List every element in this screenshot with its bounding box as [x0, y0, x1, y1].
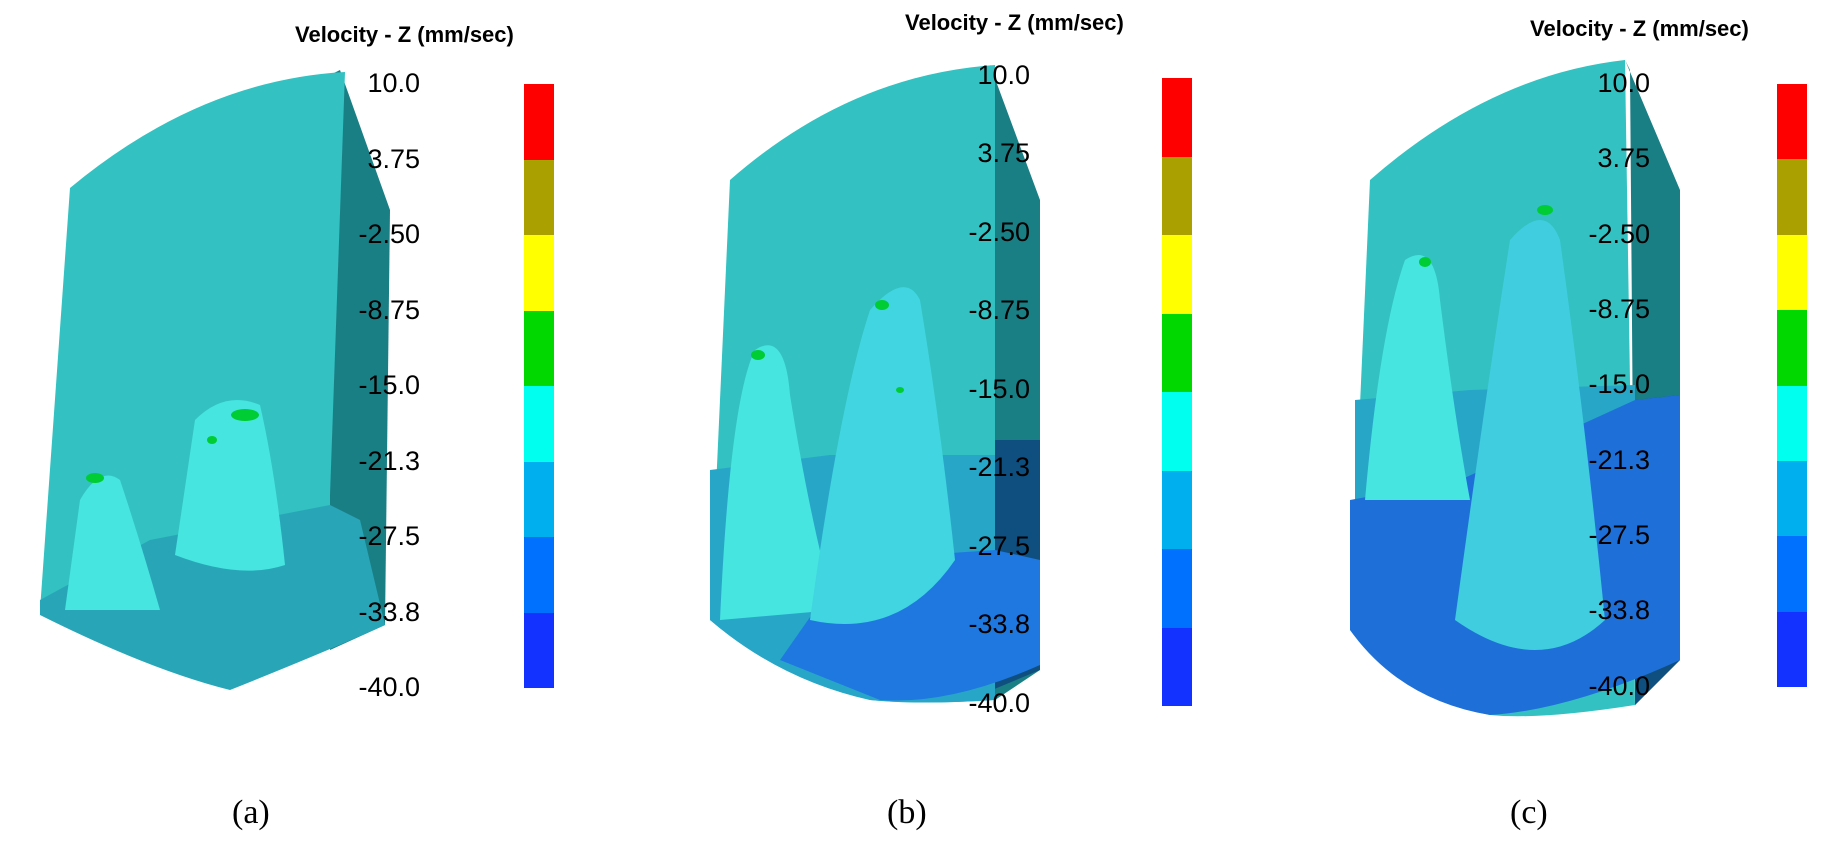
- colorbar-segment: [1777, 234, 1807, 311]
- simulation-render-b: [710, 65, 1040, 703]
- scale-label: -40.0: [358, 672, 420, 702]
- colorbar-segment: [524, 235, 554, 311]
- colorbar-segment: [524, 386, 554, 462]
- colorbar-segment: [1162, 470, 1192, 549]
- scale-label: -40.0: [1588, 671, 1650, 701]
- panel-c: Velocity - Z (mm/sec) 10.0 3.75 -2.50 -8…: [1240, 0, 1827, 844]
- colorbar-c: [1777, 84, 1807, 687]
- scale-label: -27.5: [358, 521, 420, 551]
- colorbar-segment: [524, 84, 554, 160]
- scale-label: -8.75: [1588, 294, 1650, 324]
- scale-label: -33.8: [358, 597, 420, 627]
- colorbar-segment: [1777, 460, 1807, 537]
- colorbar-b: [1162, 78, 1192, 706]
- colorbar-a: [524, 84, 554, 688]
- scale-label: -15.0: [358, 370, 420, 400]
- scale-label: -33.8: [968, 609, 1030, 639]
- colorbar-segment: [1777, 159, 1807, 235]
- legend-title-c: Velocity - Z (mm/sec): [1530, 16, 1749, 41]
- scale-label: -21.3: [358, 446, 420, 476]
- scale-label: -8.75: [968, 295, 1030, 325]
- colorbar-segment: [524, 461, 554, 537]
- scale-label: 3.75: [977, 138, 1030, 168]
- legend-title-b: Velocity - Z (mm/sec): [905, 10, 1124, 35]
- scale-label: -15.0: [1588, 369, 1650, 399]
- caption-b: (b): [887, 794, 927, 831]
- scale-label: -21.3: [1588, 445, 1650, 475]
- scale-label: 10.0: [1597, 68, 1650, 98]
- colorbar-segment: [524, 310, 554, 386]
- colorbar-segment: [1777, 385, 1807, 461]
- scale-label: -15.0: [968, 374, 1030, 404]
- scale-label: -2.50: [1588, 219, 1650, 249]
- caption-a: (a): [232, 794, 270, 831]
- legend-title-a: Velocity - Z (mm/sec): [295, 22, 514, 47]
- scale-label: -8.75: [358, 295, 420, 325]
- caption-c: (c): [1510, 794, 1548, 831]
- simulation-render-a: [40, 70, 390, 690]
- scale-label: -2.50: [358, 219, 420, 249]
- colorbar-segment: [1777, 611, 1807, 687]
- colorbar-segment: [1777, 84, 1807, 160]
- scale-label: -40.0: [968, 688, 1030, 718]
- colorbar-segment: [1162, 549, 1192, 628]
- colorbar-segment: [1777, 536, 1807, 612]
- scale-label: -33.8: [1588, 595, 1650, 625]
- colorbar-segment: [524, 537, 554, 613]
- colorbar-segment: [1162, 235, 1192, 314]
- scale-label: -27.5: [1588, 520, 1650, 550]
- scale-label: -2.50: [968, 217, 1030, 247]
- panel-b: Velocity - Z (mm/sec) 10.0 3.75 -2.50 -8…: [620, 0, 1220, 844]
- colorbar-segment: [1777, 310, 1807, 386]
- colorbar-segment: [1162, 313, 1192, 392]
- scale-label: -27.5: [968, 531, 1030, 561]
- scale-label: 10.0: [367, 68, 420, 98]
- simulation-render-c: [1350, 60, 1680, 717]
- scale-label: -21.3: [968, 452, 1030, 482]
- scale-label: 10.0: [977, 60, 1030, 90]
- panel-a: Velocity - Z (mm/sec) 10.0 3.75 -2.50 -8…: [0, 0, 600, 844]
- colorbar-segment: [1162, 156, 1192, 235]
- colorbar-segment: [524, 159, 554, 235]
- colorbar-segment: [1162, 392, 1192, 471]
- scale-label: 3.75: [1597, 143, 1650, 173]
- scale-label: 3.75: [367, 144, 420, 174]
- colorbar-segment: [524, 612, 554, 688]
- colorbar-segment: [1162, 78, 1192, 157]
- colorbar-segment: [1162, 627, 1192, 706]
